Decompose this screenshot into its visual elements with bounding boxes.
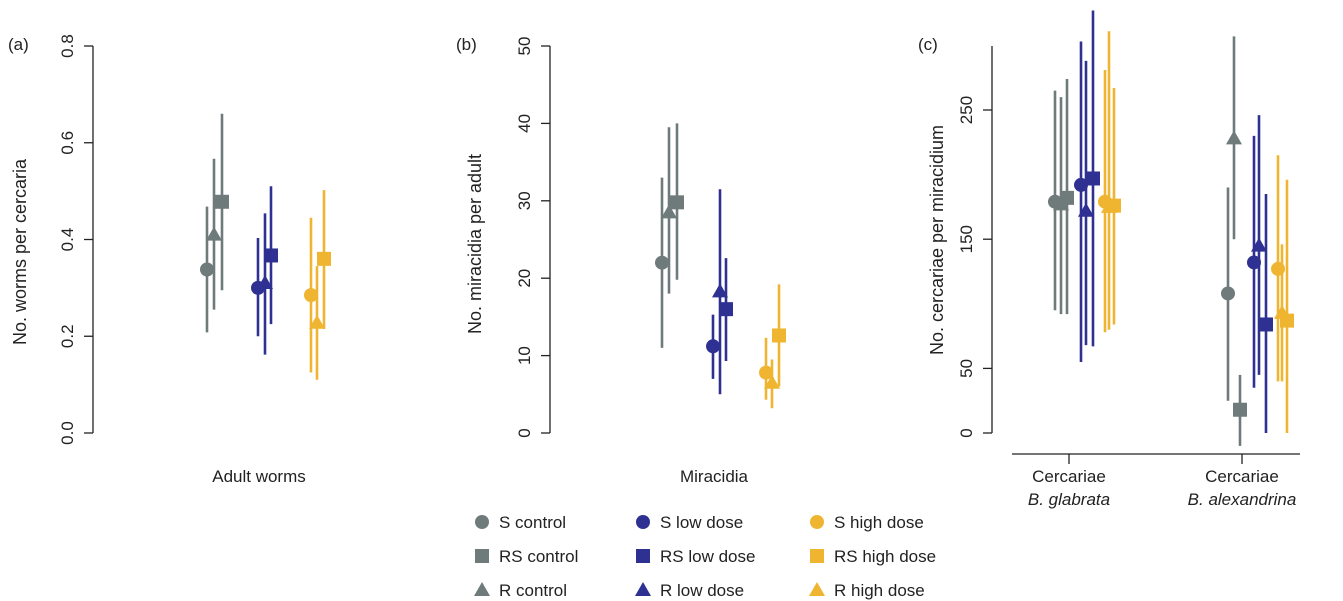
y-tick-label: 10 <box>515 346 534 365</box>
data-point <box>706 339 720 354</box>
panel-b-y-axis: 0 10 20 30 40 50 <box>515 37 551 438</box>
panel-b-marks <box>655 123 786 409</box>
data-point <box>1086 171 1100 186</box>
panel-a: (a) No. worms per cercaria 0.00.20.40.60… <box>8 34 331 486</box>
y-tick-label: 0.8 <box>58 34 77 58</box>
data-point <box>1251 237 1267 252</box>
panel-c-category-label: Cercariae <box>1032 467 1106 486</box>
y-tick-label: 250 <box>957 96 976 124</box>
data-point <box>304 288 318 303</box>
legend-marker <box>810 549 824 563</box>
data-point <box>215 194 229 209</box>
y-tick-label: 30 <box>515 191 534 210</box>
legend-marker <box>474 582 490 596</box>
legend-label: R high dose <box>834 581 925 600</box>
panel-c-category-species: B. alexandrina <box>1188 490 1297 509</box>
y-tick-label: 0.2 <box>58 324 77 348</box>
data-point <box>1280 313 1294 328</box>
data-point <box>1060 190 1074 205</box>
data-point <box>772 328 786 343</box>
y-tick-label: 50 <box>957 359 976 378</box>
data-point <box>1259 317 1273 332</box>
data-point <box>1078 202 1094 217</box>
legend-label: S low dose <box>660 513 743 532</box>
data-point <box>712 283 728 298</box>
y-tick-label: 0.0 <box>58 421 77 445</box>
legend-marker <box>810 515 824 529</box>
legend-marker <box>475 515 489 529</box>
legend-marker <box>636 515 650 529</box>
y-tick-label: 150 <box>957 225 976 253</box>
data-point <box>1221 286 1235 301</box>
data-point <box>759 365 773 380</box>
y-tick-label: 20 <box>515 269 534 288</box>
legend-marker <box>475 549 489 563</box>
legend-marker <box>636 549 650 563</box>
panel-c-y-axis: 0 50 150 250 <box>957 46 993 438</box>
legend-marker <box>635 582 651 596</box>
legend-label: RS low dose <box>660 547 755 566</box>
data-point <box>1247 255 1261 270</box>
panel-a-y-axis: 0.0 0.2 0.4 0.6 0.8 <box>58 34 94 445</box>
legend-label: S control <box>499 513 566 532</box>
panel-a-marks <box>200 113 331 380</box>
panel-b-label: (b) <box>456 35 477 54</box>
data-point <box>1233 402 1247 417</box>
panel-b-category-label: Miracidia <box>680 467 749 486</box>
legend-label: R control <box>499 581 567 600</box>
y-tick-label: 50 <box>515 37 534 56</box>
data-point <box>317 251 331 266</box>
data-point <box>1074 177 1088 192</box>
panel-b: (b) No. miracidia per adult 01020304050 … <box>456 35 786 486</box>
panel-a-category-label: Adult worms <box>212 467 306 486</box>
legend: S control RS control R control S low dose RS… <box>474 513 936 600</box>
legend-label: R low dose <box>660 581 744 600</box>
panel-c-category-label: Cercariae <box>1205 467 1279 486</box>
panel-a-label: (a) <box>8 35 29 54</box>
data-point <box>719 302 733 317</box>
data-point <box>309 314 325 329</box>
data-point <box>264 248 278 263</box>
data-point <box>200 262 214 277</box>
y-tick-label: 0 <box>957 428 976 437</box>
panel-c-marks <box>1048 10 1294 446</box>
data-point <box>1107 198 1121 213</box>
panel-c: (c) No. cercariae per miracidium 0 50 150 2… <box>918 10 1300 509</box>
y-tick-label: 0.6 <box>58 131 77 155</box>
legend-label: RS control <box>499 547 578 566</box>
data-point <box>661 204 677 219</box>
panel-c-label: (c) <box>918 35 938 54</box>
y-tick-label: 40 <box>515 114 534 133</box>
legend-label: RS high dose <box>834 547 936 566</box>
panel-c-y-axis-label: No. cercariae per miracidium <box>927 125 947 355</box>
data-point <box>655 255 669 270</box>
data-point <box>670 195 684 210</box>
data-point <box>1226 130 1242 145</box>
legend-marker <box>809 582 825 596</box>
panel-c-category-species: B. glabrata <box>1028 490 1110 509</box>
legend-label: S high dose <box>834 513 924 532</box>
data-point <box>257 275 273 290</box>
y-tick-label: 0.4 <box>58 228 77 252</box>
y-tick-label: 0 <box>515 428 534 437</box>
data-point <box>764 374 780 389</box>
panel-b-y-axis-label: No. miracidia per adult <box>465 154 485 334</box>
panel-a-y-axis-label: No. worms per cercaria <box>10 158 30 345</box>
data-point <box>206 226 222 241</box>
